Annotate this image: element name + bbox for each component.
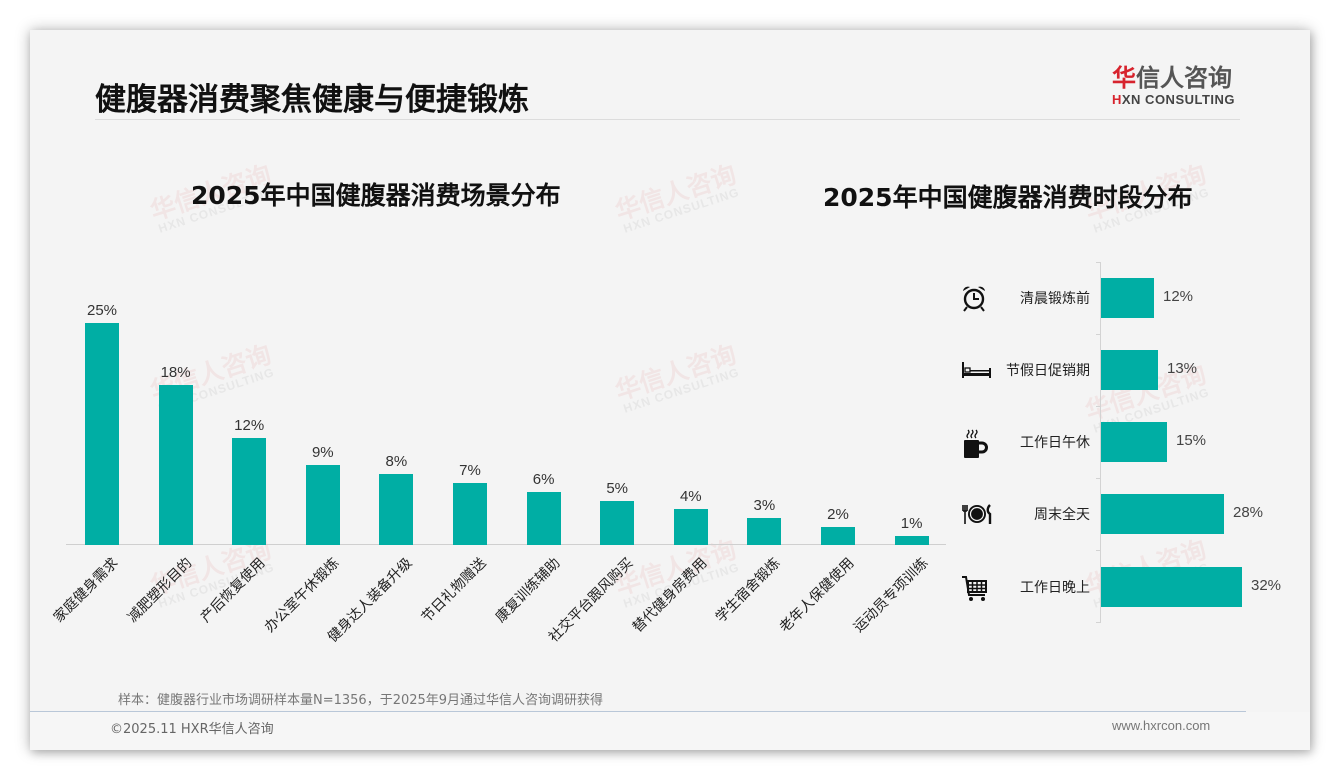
y-tick-label: 节假日促销期: [1006, 363, 1090, 379]
bar: [673, 509, 708, 545]
bar-value-label: 12%: [1163, 288, 1194, 305]
bar-value-label: 1%: [900, 515, 923, 532]
period-row: 工作日午休 15%: [950, 422, 1290, 462]
logo-cn-text: 信人咨询: [1136, 64, 1232, 92]
x-axis-line: [66, 544, 946, 545]
bar-value-label: 32%: [1251, 577, 1282, 594]
bar: [600, 501, 635, 545]
website-link[interactable]: www.hxrcon.com: [1112, 718, 1211, 733]
bar: [1101, 567, 1242, 607]
alarm-clock-icon: [960, 284, 988, 312]
y-tick: [1096, 550, 1101, 551]
y-tick-label: 工作日午休: [1020, 435, 1090, 451]
bar-value-label: 2%: [827, 506, 849, 523]
y-tick: [1096, 406, 1101, 407]
bar-value-label: 9%: [311, 444, 334, 461]
copyright: ©2025.11 HXR华信人咨询: [110, 722, 274, 737]
x-tick-label: 康复训练辅助: [492, 555, 564, 626]
shopping-cart-icon: [960, 573, 988, 601]
watermark-cn: 华信人咨询: [611, 159, 740, 226]
bar: [453, 483, 487, 545]
bar: [747, 518, 782, 545]
bar: [232, 438, 267, 545]
bar: [1101, 422, 1167, 462]
x-tick-label: 运动员专项训练: [850, 555, 932, 636]
brand-logo: 华信人咨询 HXN CONSULTING: [1112, 64, 1242, 108]
scene-chart-title: 2025年中国健腹器消费场景分布: [191, 181, 561, 210]
logo-en: HXN CONSULTING: [1112, 92, 1242, 108]
period-bar-chart: 清晨锻炼前 12% 节假日促销期 13% 工作日午休 15% 周末全天 28% 工作日晚上 32%: [950, 262, 1290, 623]
bar: [526, 492, 561, 545]
bar: [1101, 278, 1154, 318]
y-tick-label: 清晨锻炼前: [1020, 291, 1090, 307]
bar-value-label: 4%: [679, 488, 702, 505]
x-tick-label: 减肥塑形目的: [124, 555, 196, 626]
bar-value-label: 13%: [1167, 360, 1198, 377]
bed-icon: [960, 356, 991, 384]
y-tick-label: 工作日晚上: [1020, 580, 1090, 596]
scene-bar-chart: 25% 18% 12% 9% 8% 7% 6% 5% 4% 3% 2% 1%: [66, 260, 946, 545]
bar: [1101, 494, 1224, 534]
bar-value-label: 28%: [1233, 504, 1264, 521]
period-row: 工作日晚上 32%: [950, 567, 1290, 607]
bar-value-label: 3%: [753, 497, 776, 514]
bar: [821, 527, 855, 545]
coffee-cup-icon: [960, 428, 988, 458]
logo-en-mark: H: [1112, 92, 1122, 107]
bar-value-label: 8%: [385, 453, 408, 470]
x-tick-label: 老年人保健使用: [776, 555, 858, 636]
y-tick: [1096, 622, 1101, 623]
period-chart-title: 2025年中国健腹器消费时段分布: [823, 183, 1193, 212]
x-tick-label: 学生宿舍锻炼: [713, 555, 784, 626]
header-divider: [95, 119, 1240, 120]
y-tick-label: 周末全天: [1034, 507, 1090, 523]
period-row: 节假日促销期 13%: [950, 350, 1290, 390]
x-tick-label: 产后恢复使用: [197, 555, 269, 626]
bar-value-label: 15%: [1176, 432, 1207, 449]
y-tick: [1096, 334, 1101, 335]
logo-cn: 华信人咨询: [1112, 64, 1242, 92]
bar-value-label: 6%: [532, 471, 555, 488]
slide: 健腹器消费聚焦健康与便捷锻炼 华信人咨询 HXN CONSULTING 华信人咨…: [30, 30, 1310, 750]
bar: [305, 465, 340, 545]
bar-value-label: 25%: [86, 302, 118, 319]
bar: [85, 323, 119, 545]
logo-cn-mark: 华: [1112, 64, 1136, 92]
x-tick-label: 节日礼物赠送: [418, 555, 490, 626]
bar: [1101, 350, 1158, 390]
dining-plate-icon: [960, 500, 992, 528]
footer-divider: [30, 711, 1246, 712]
period-row: 周末全天 28%: [950, 494, 1290, 534]
bar: [894, 536, 929, 545]
x-tick-label: 替代健身房费用: [629, 555, 711, 636]
y-tick: [1096, 478, 1101, 479]
y-axis-line: [1100, 262, 1101, 622]
watermark-en: HXN CONSULTING: [621, 185, 742, 236]
page-title: 健腹器消费聚焦健康与便捷锻炼: [95, 82, 529, 118]
logo-en-text: XN CONSULTING: [1121, 92, 1236, 107]
y-tick: [1096, 262, 1101, 263]
bar: [158, 385, 193, 545]
sample-note: 样本：健腹器行业市场调研样本量N=1356，于2025年9月通过华信人咨询调研获…: [118, 693, 604, 708]
bar-value-label: 18%: [160, 364, 191, 381]
bar: [379, 474, 414, 545]
bar-value-label: 7%: [459, 462, 481, 479]
x-tick-label: 家庭健身需求: [50, 555, 122, 626]
footer-band: [30, 712, 1310, 750]
bar-value-label: 5%: [606, 480, 629, 497]
period-row: 清晨锻炼前 12%: [950, 278, 1290, 318]
bar-value-label: 12%: [234, 417, 265, 434]
